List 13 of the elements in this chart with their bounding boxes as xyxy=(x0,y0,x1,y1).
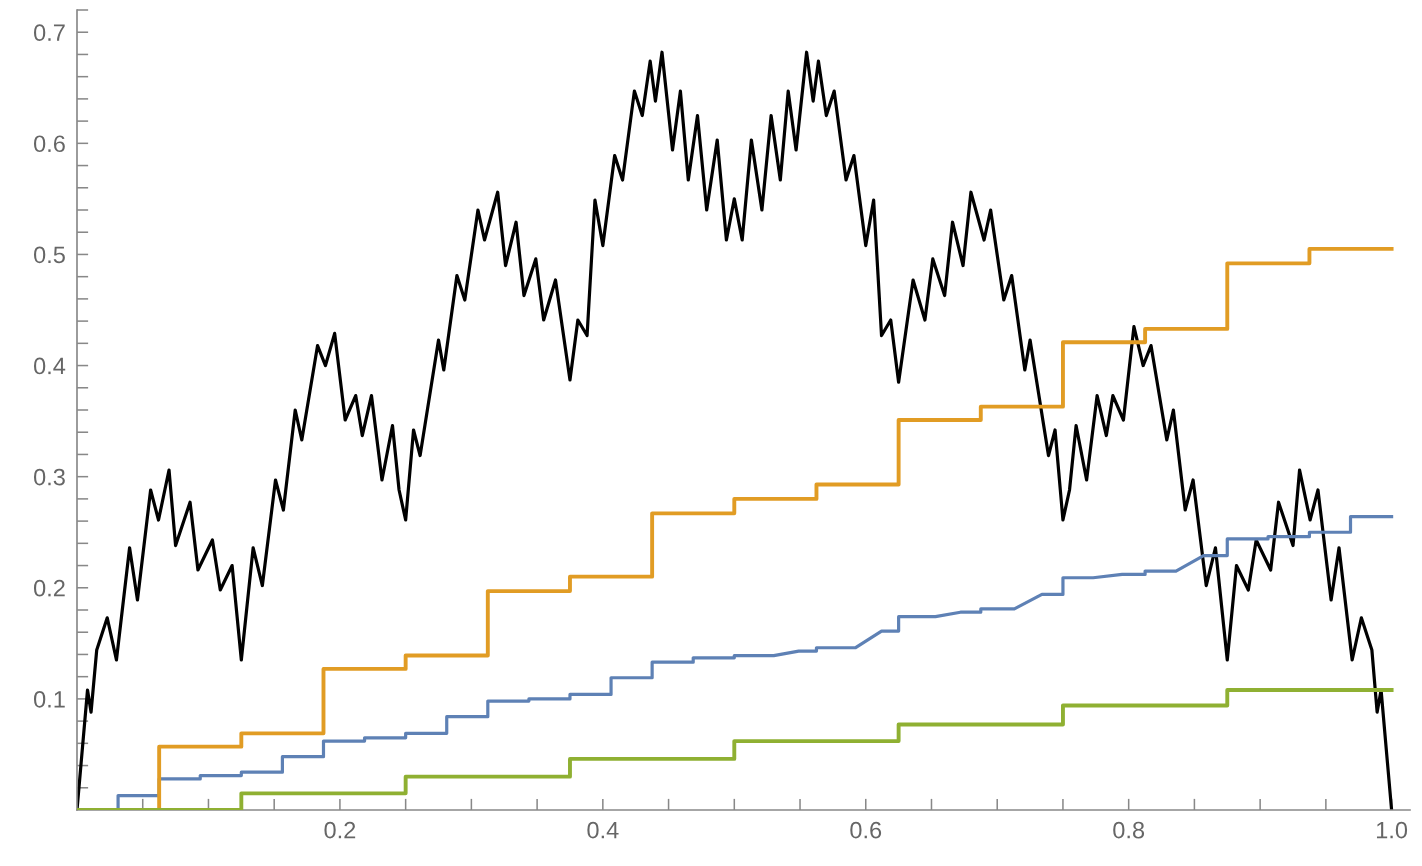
y-tick-label: 0.7 xyxy=(33,24,65,42)
y-tick-label: 0.6 xyxy=(33,135,65,153)
y-tick-label: 0.5 xyxy=(33,246,65,264)
y-tick-label: 0.4 xyxy=(33,357,66,375)
y-tick-label: 0.2 xyxy=(33,579,65,597)
y-tick-label: 0.3 xyxy=(33,468,65,486)
x-tick-label: 1.0 xyxy=(1376,821,1408,839)
x-tick-label: 0.6 xyxy=(850,821,882,839)
line-series xyxy=(77,50,1394,810)
x-tick-label: 0.8 xyxy=(1113,821,1145,839)
y-tick-label: 0.1 xyxy=(33,690,65,708)
x-tick-label: 0.4 xyxy=(587,821,619,839)
x-tick-label: 0.2 xyxy=(324,821,356,839)
